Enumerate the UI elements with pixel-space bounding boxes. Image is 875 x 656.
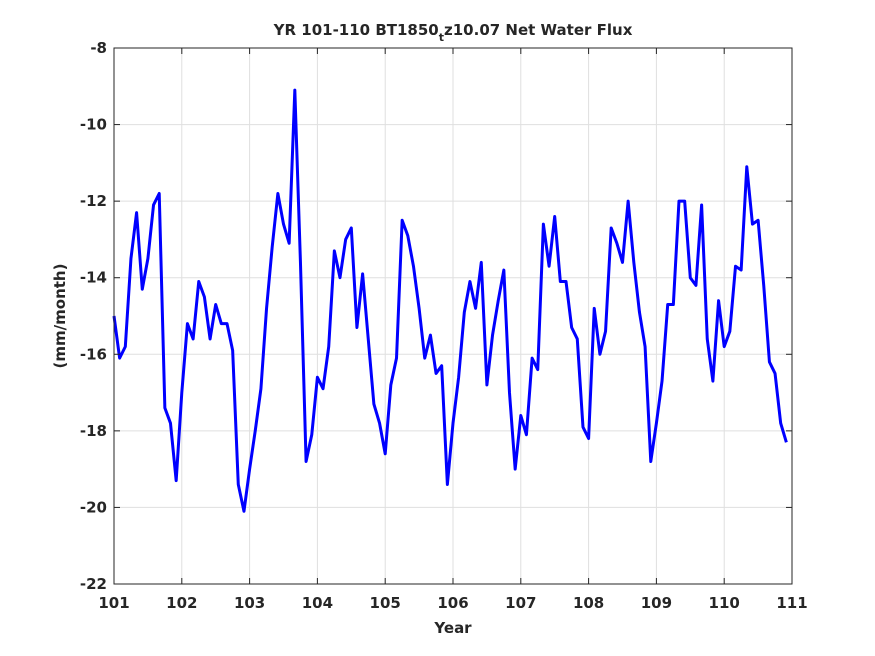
- y-tick-label: -14: [80, 269, 107, 287]
- x-tick-label: 101: [98, 594, 129, 612]
- series-line: [112, 88, 788, 513]
- y-tick-label: -8: [90, 39, 107, 57]
- x-tick-label: 104: [302, 594, 333, 612]
- x-tick-label: 110: [709, 594, 740, 612]
- title-prefix: YR 101-110 BT1850: [273, 21, 439, 39]
- x-tick-label: 108: [573, 594, 604, 612]
- chart-title: YR 101-110 BT1850tz10.07 Net Water Flux: [273, 21, 633, 44]
- y-tick-label: -20: [80, 498, 107, 516]
- y-tick-labels: -8 -10 -12 -14 -16 -18 -20 -22: [80, 39, 107, 593]
- x-tick-label: 109: [641, 594, 672, 612]
- x-tick-label: 106: [437, 594, 468, 612]
- title-subscript: t: [439, 31, 444, 44]
- x-tick-label: 102: [166, 594, 197, 612]
- y-tick-label: -22: [80, 575, 107, 593]
- y-tick-label: -16: [80, 345, 107, 363]
- plot-series: [112, 88, 788, 513]
- x-tick-label: 105: [370, 594, 401, 612]
- tick-marks: [113, 47, 793, 585]
- x-axis-label: Year: [433, 619, 472, 637]
- y-tick-label: -12: [80, 192, 107, 210]
- y-tick-label: -10: [80, 116, 107, 134]
- title-suffix: z10.07 Net Water Flux: [444, 21, 633, 39]
- x-tick-labels: 101 102 103 104 105 106 107 108 109 110 111: [98, 594, 807, 612]
- x-tick-label: 107: [505, 594, 536, 612]
- x-tick-label: 103: [234, 594, 265, 612]
- y-axis-label: (mm/month): [51, 264, 69, 369]
- x-tick-label: 111: [776, 594, 807, 612]
- y-tick-label: -18: [80, 422, 107, 440]
